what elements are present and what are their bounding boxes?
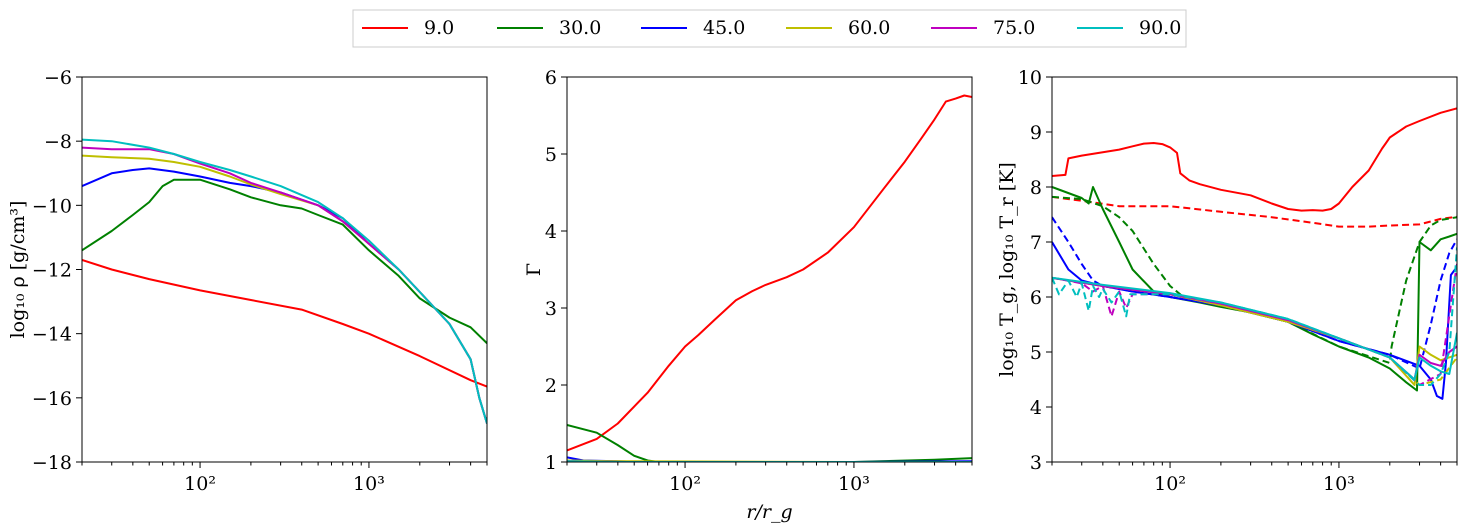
legend-label: 9.0 — [424, 17, 454, 39]
y-tick-label: −10 — [32, 195, 72, 217]
x-tick-label: 10² — [1154, 473, 1186, 495]
legend-label: 75.0 — [993, 17, 1035, 39]
series-line — [1052, 216, 1457, 370]
y-tick-label: 5 — [545, 144, 557, 166]
series-line — [1052, 276, 1457, 386]
series-line — [1052, 107, 1457, 212]
legend: 9.0 30.0 45.0 60.0 75.0 90.0 — [352, 9, 1187, 48]
y-tick-label: 4 — [1030, 397, 1042, 419]
y-tick-label: 7 — [1030, 232, 1042, 254]
y-axis-label: log₁₀ T_g, log₁₀ T_r [K] — [996, 162, 1018, 377]
series-line — [82, 146, 487, 424]
series-line — [1052, 195, 1457, 364]
y-tick-label: −16 — [32, 388, 72, 410]
series-line — [82, 258, 487, 388]
legend-entry: 45.0 — [641, 17, 745, 39]
y-tick-label: 10 — [1018, 67, 1042, 89]
y-tick-label: 6 — [545, 67, 557, 89]
legend-entry: 30.0 — [497, 17, 601, 39]
y-tick-label: 2 — [545, 375, 557, 397]
y-tick-label: 4 — [545, 221, 557, 243]
x-tick-label: 10³ — [1323, 473, 1355, 495]
series-group — [82, 138, 487, 424]
y-tick-label: 1 — [545, 452, 557, 474]
legend-frame — [352, 9, 1187, 48]
y-tick-label: 5 — [1030, 342, 1042, 364]
y-tick-label: 3 — [1030, 452, 1042, 474]
y-tick-label: 8 — [1030, 177, 1042, 199]
x-tick-label: 10² — [669, 473, 701, 495]
series-line — [1052, 195, 1457, 228]
x-axis-label: r/r_g — [746, 501, 792, 523]
series-line — [1052, 276, 1457, 386]
legend-label: 90.0 — [1139, 17, 1181, 39]
x-tick-label: 10³ — [838, 473, 870, 495]
legend-entry: 60.0 — [786, 17, 890, 39]
legend-label: 45.0 — [703, 17, 745, 39]
axes-frame — [81, 76, 488, 463]
series-line — [82, 154, 487, 424]
y-tick-label: 3 — [545, 298, 557, 320]
y-tick-label: −6 — [44, 67, 72, 89]
series-line — [82, 178, 487, 345]
chart-panel-1: 10² 10³ −18 −16 −14 −12 −10 −8 −6 log₁₀ ρ [g/cm³] — [7, 67, 488, 495]
y-tick-label: −8 — [44, 131, 72, 153]
series-line — [1052, 247, 1457, 386]
chart-panel-2: 10² 10³ 1 2 3 4 5 6 Γr/r_g — [523, 67, 973, 523]
legend-entry: 9.0 — [362, 17, 454, 39]
y-axis-label: log₁₀ ρ [g/cm³] — [7, 201, 29, 339]
axes-frame — [1051, 76, 1458, 463]
legend-entry: 90.0 — [1077, 17, 1181, 39]
y-tick-label: −12 — [32, 260, 72, 282]
legend-label: 30.0 — [559, 17, 601, 39]
chart-panel-3: 10² 10³ 3 4 5 6 7 8 9 10 log₁₀ T_g, log₁₀ T_r [K] — [996, 67, 1458, 495]
axes-frame — [566, 76, 973, 463]
y-tick-label: 6 — [1030, 287, 1042, 309]
y-axis-label: Γ — [523, 263, 545, 276]
legend-entry: 75.0 — [931, 17, 1035, 39]
x-tick-label: 10² — [184, 473, 216, 495]
y-tick-label: −18 — [32, 452, 72, 474]
series-line — [82, 138, 487, 424]
series-line — [567, 424, 972, 462]
y-tick-label: −14 — [32, 324, 72, 346]
x-tick-label: 10³ — [353, 473, 385, 495]
series-line — [567, 94, 972, 452]
legend-label: 60.0 — [848, 17, 890, 39]
y-tick-label: 9 — [1030, 122, 1042, 144]
panels: 10² 10³ −18 −16 −14 −12 −10 −8 −6 log₁₀ ρ [g/cm³]… — [7, 67, 1458, 523]
series-group — [567, 94, 972, 462]
series-group — [1052, 107, 1457, 400]
series-line — [1052, 241, 1457, 400]
